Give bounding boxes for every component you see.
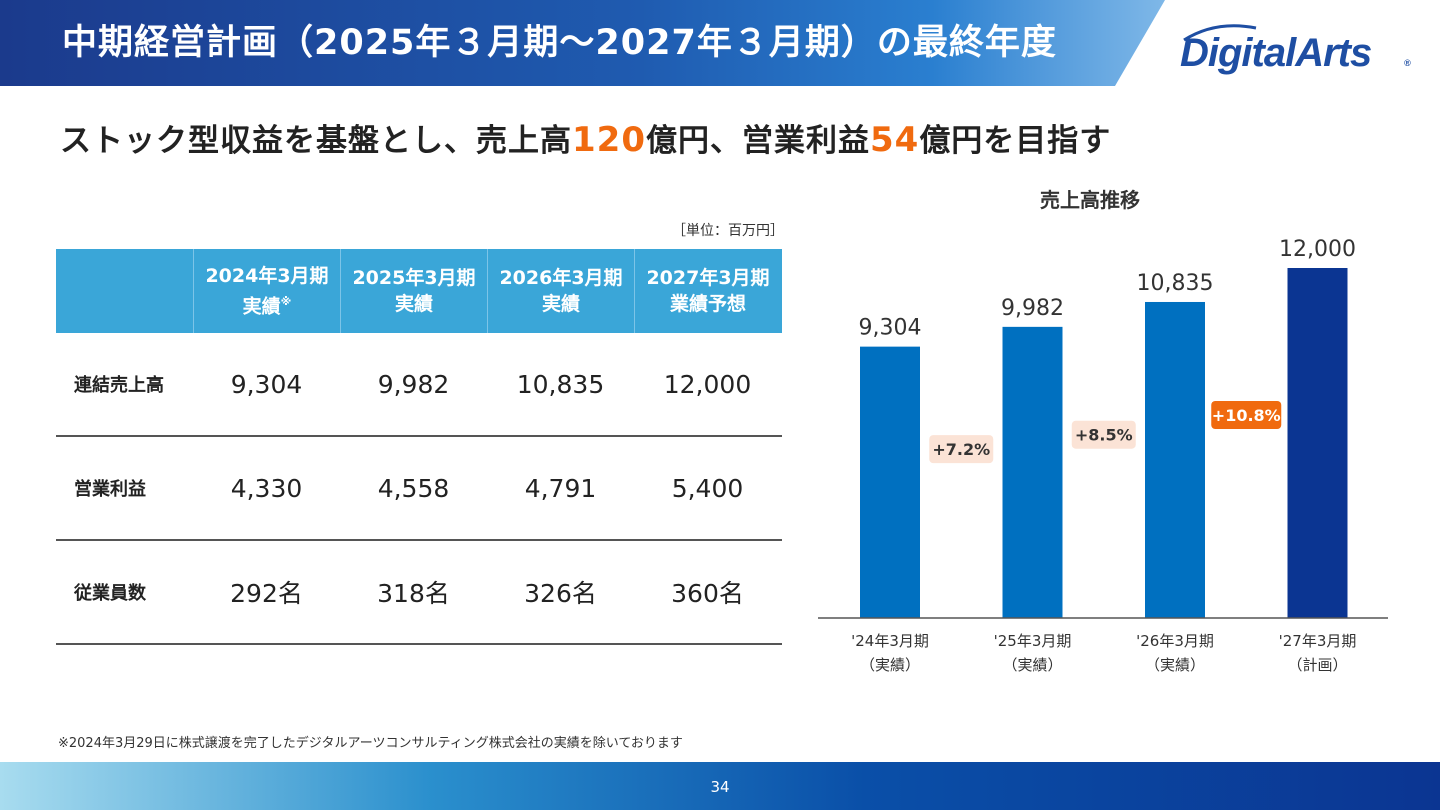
bar-value-label: 12,000 xyxy=(1279,237,1356,262)
table-cell: 9,982 xyxy=(377,369,450,399)
x-tick-sublabel: （計画） xyxy=(1287,656,1347,674)
col-period: 2027年3月期 xyxy=(646,267,770,289)
table-cell: 318名 xyxy=(377,579,450,608)
chart-bar xyxy=(1287,268,1348,618)
page-number: 34 xyxy=(710,778,730,796)
growth-rate-label: +8.5% xyxy=(1075,426,1133,445)
col-type: 実績 xyxy=(541,293,580,315)
col-type-wrap: 実績※ xyxy=(243,289,292,319)
growth-rate-label: +10.8% xyxy=(1212,406,1281,425)
table-cell: 12,000 xyxy=(663,369,752,399)
table-cell: 4,330 xyxy=(230,473,303,503)
table-row: 従業員数 292名 318名 326名 360名 xyxy=(56,541,782,645)
table-header-col: 2026年3月期 実績 xyxy=(487,249,634,333)
col-period: 2024年3月期 xyxy=(205,264,329,287)
headline-part1: ストック型収益を基盤とし、売上高 xyxy=(60,123,572,159)
chart-bar xyxy=(860,346,920,618)
x-tick-label: '27年3月期 xyxy=(1279,632,1357,650)
table-row: 営業利益 4,330 4,558 4,791 5,400 xyxy=(56,437,782,541)
table-header-col: 2024年3月期 実績※ xyxy=(193,249,340,333)
headline-highlight-revenue: 120 xyxy=(572,120,646,160)
row-label: 連結売上高 xyxy=(74,375,164,396)
row-label: 従業員数 xyxy=(74,583,146,604)
header-band xyxy=(0,0,1165,86)
table-header: 2024年3月期 実績※ 2025年3月期 実績 2026年3月期 実績 202… xyxy=(56,249,782,333)
x-tick-label: '26年3月期 xyxy=(1136,632,1214,650)
table-cell: 4,791 xyxy=(524,473,597,503)
table-cell: 10,835 xyxy=(516,369,605,399)
x-tick-sublabel: （実績） xyxy=(1002,656,1062,674)
col-note-mark: ※ xyxy=(280,294,292,308)
table-header-blank xyxy=(56,249,193,333)
company-logo: DigitalArts ® xyxy=(1176,18,1416,76)
bar-value-label: 9,304 xyxy=(859,316,922,341)
bar-value-label: 10,835 xyxy=(1137,271,1214,296)
x-tick-sublabel: （実績） xyxy=(1145,656,1205,674)
slide-headline: ストック型収益を基盤とし、売上高120億円、営業利益54億円を目指す xyxy=(60,116,1111,164)
footer-bar xyxy=(0,762,1440,810)
growth-rate-label: +7.2% xyxy=(932,440,990,459)
chart-bar xyxy=(1145,301,1205,618)
col-type: 実績 xyxy=(242,295,281,318)
headline-part3: 億円を目指す xyxy=(919,123,1112,159)
svg-text:®: ® xyxy=(1404,58,1411,68)
footnote: ※2024年3月29日に株式譲渡を完了したデジタルアーツコンサルティング株式会社… xyxy=(58,736,683,751)
header-bar: 中期経営計画（2025年３月期～2027年３月期）の最終年度 DigitalAr… xyxy=(0,0,1440,86)
x-tick-label: '24年3月期 xyxy=(851,632,929,650)
row-label: 営業利益 xyxy=(74,479,146,500)
table-cell: 360名 xyxy=(671,579,744,608)
growth-badge xyxy=(929,435,994,464)
financial-table: 2024年3月期 実績※ 2025年3月期 実績 2026年3月期 実績 202… xyxy=(56,249,782,645)
table-cell: 9,304 xyxy=(230,369,303,399)
chart-title: 売上高推移 xyxy=(1040,188,1140,212)
headline-part2: 億円、営業利益 xyxy=(645,123,870,159)
headline-highlight-profit: 54 xyxy=(869,120,920,160)
chart-bar xyxy=(1002,326,1063,618)
x-tick-sublabel: （実績） xyxy=(860,656,920,674)
growth-badge xyxy=(1211,401,1282,429)
table-cell: 326名 xyxy=(524,579,597,608)
table-header-col: 2027年3月期 業績予想 xyxy=(634,249,781,333)
table-cell: 5,400 xyxy=(671,473,744,503)
table-header-col: 2025年3月期 実績 xyxy=(340,249,487,333)
page-title: 中期経営計画（2025年３月期～2027年３月期）の最終年度 xyxy=(62,23,1057,63)
bar-value-label: 9,982 xyxy=(1001,296,1064,321)
unit-label: ［単位：百万円］ xyxy=(672,223,784,239)
col-type: 実績 xyxy=(394,293,433,315)
logo-swoosh-icon: DigitalArts ® xyxy=(1180,24,1412,75)
growth-badge xyxy=(1071,420,1136,449)
x-tick-label: '25年3月期 xyxy=(994,632,1072,650)
col-period: 2026年3月期 xyxy=(499,267,623,289)
col-period: 2025年3月期 xyxy=(352,267,476,289)
revenue-bar-chart: 9,304 '24年3月期 （実績） 9,982 '25年3月期 （実績） 10,835 '2… xyxy=(818,237,1388,674)
col-type: 業績予想 xyxy=(669,293,746,315)
logo-text: DigitalArts xyxy=(1180,31,1371,75)
table-cell: 4,558 xyxy=(377,473,450,503)
table-cell: 292名 xyxy=(230,579,303,608)
table-row: 連結売上高 9,304 9,982 10,835 12,000 xyxy=(56,333,782,437)
